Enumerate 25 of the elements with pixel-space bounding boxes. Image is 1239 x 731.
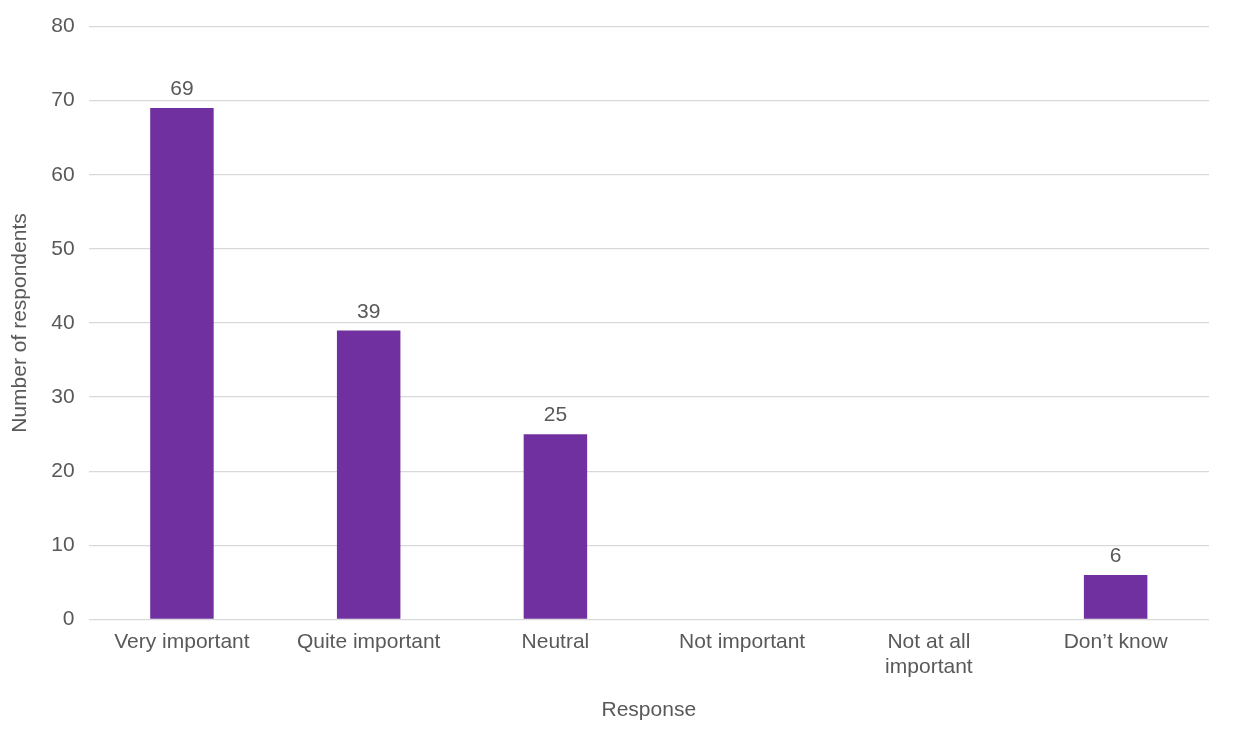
- x-tick-label: Quite important: [296, 628, 441, 652]
- x-tick-label: Not important: [679, 628, 806, 652]
- data-label: 25: [543, 402, 568, 426]
- bar: [336, 330, 401, 619]
- bar: [150, 108, 214, 619]
- x-tick-label: Very important: [114, 628, 250, 652]
- y-tick-label: 40: [51, 309, 75, 333]
- y-tick-label: 60: [51, 161, 75, 185]
- bar: [523, 434, 588, 619]
- data-label: 6: [1109, 543, 1122, 567]
- y-axis-title: Number of respondents: [7, 213, 31, 433]
- y-tick-label: 10: [51, 532, 75, 556]
- y-tick-label: 50: [51, 235, 75, 259]
- y-tick-label: 30: [51, 383, 75, 407]
- x-tick-label: Not at all important: [885, 628, 973, 677]
- y-tick-label: 70: [51, 87, 75, 111]
- x-axis-title: Response: [601, 697, 697, 721]
- data-label: 69: [170, 76, 194, 100]
- y-tick-label: 20: [51, 458, 75, 481]
- bar: [1083, 574, 1148, 619]
- y-tick-label: 80: [51, 13, 75, 37]
- x-tick-label: Neutral: [521, 628, 590, 652]
- data-label: 39: [356, 298, 381, 322]
- y-tick-label: 0: [62, 606, 75, 630]
- x-tick-label: Don’t know: [1063, 628, 1169, 652]
